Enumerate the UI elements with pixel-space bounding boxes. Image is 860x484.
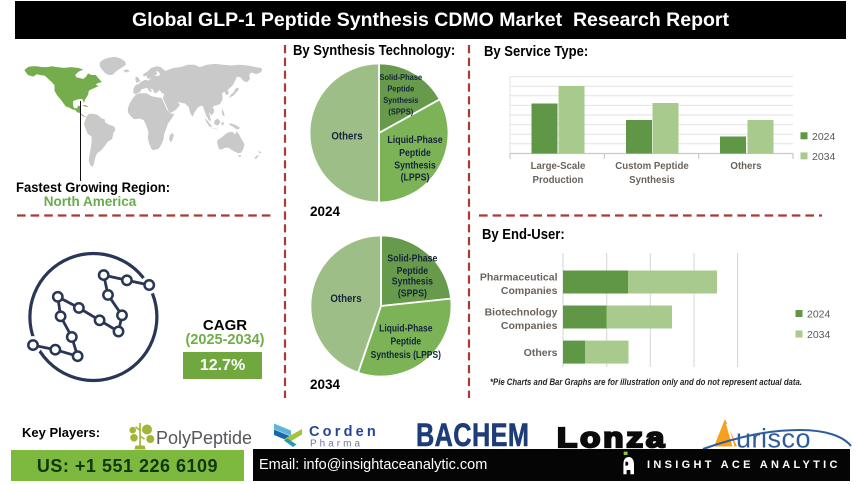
svg-text:Peptide: Peptide	[397, 266, 429, 277]
svg-text:Large-Scale: Large-Scale	[531, 161, 586, 172]
svg-text:Synthesis: Synthesis	[629, 175, 675, 186]
svg-text:Pharmaceutical: Pharmaceutical	[480, 272, 558, 284]
svg-text:Companies: Companies	[501, 320, 558, 332]
svg-text:Synthesis: Synthesis	[394, 159, 436, 171]
svg-text:Solid-Phase: Solid-Phase	[387, 253, 437, 264]
svg-text:Synthesis (LPPS): Synthesis (LPPS)	[371, 349, 441, 360]
svg-text:Biotechnology: Biotechnology	[485, 307, 558, 319]
svg-text:PolyPeptide: PolyPeptide	[156, 428, 252, 448]
svg-text:2024: 2024	[807, 309, 831, 321]
svg-text:Solid-Phase: Solid-Phase	[379, 72, 422, 81]
svg-text:(LPPS): (LPPS)	[401, 171, 430, 183]
svg-text:Liquid-Phase: Liquid-Phase	[387, 133, 442, 145]
svg-text:(SPPS): (SPPS)	[388, 107, 413, 116]
svg-text:Others: Others	[331, 131, 362, 143]
svg-text:Peptide: Peptide	[387, 84, 414, 93]
svg-text:Production: Production	[533, 175, 584, 186]
svg-text:2034: 2034	[807, 329, 831, 341]
svg-text:2034: 2034	[812, 151, 836, 163]
svg-text:Synthesis: Synthesis	[383, 96, 419, 105]
svg-text:Peptide: Peptide	[390, 336, 421, 347]
svg-text:(SPPS): (SPPS)	[398, 288, 427, 299]
svg-text:Companies: Companies	[501, 285, 558, 297]
svg-text:Others: Others	[330, 294, 361, 306]
svg-text:Corden: Corden	[309, 424, 379, 440]
svg-text:Custom Peptide: Custom Peptide	[615, 161, 689, 172]
svg-text:Others: Others	[730, 161, 761, 172]
svg-text:2024: 2024	[812, 131, 836, 143]
svg-text:Others: Others	[524, 347, 558, 359]
svg-text:Peptide: Peptide	[399, 146, 431, 158]
svg-text:Liquid-Phase: Liquid-Phase	[379, 323, 432, 334]
svg-text:Synthesis: Synthesis	[392, 276, 433, 287]
svg-text:Pharma: Pharma	[310, 439, 363, 450]
svg-text:urisco: urisco	[736, 424, 811, 453]
